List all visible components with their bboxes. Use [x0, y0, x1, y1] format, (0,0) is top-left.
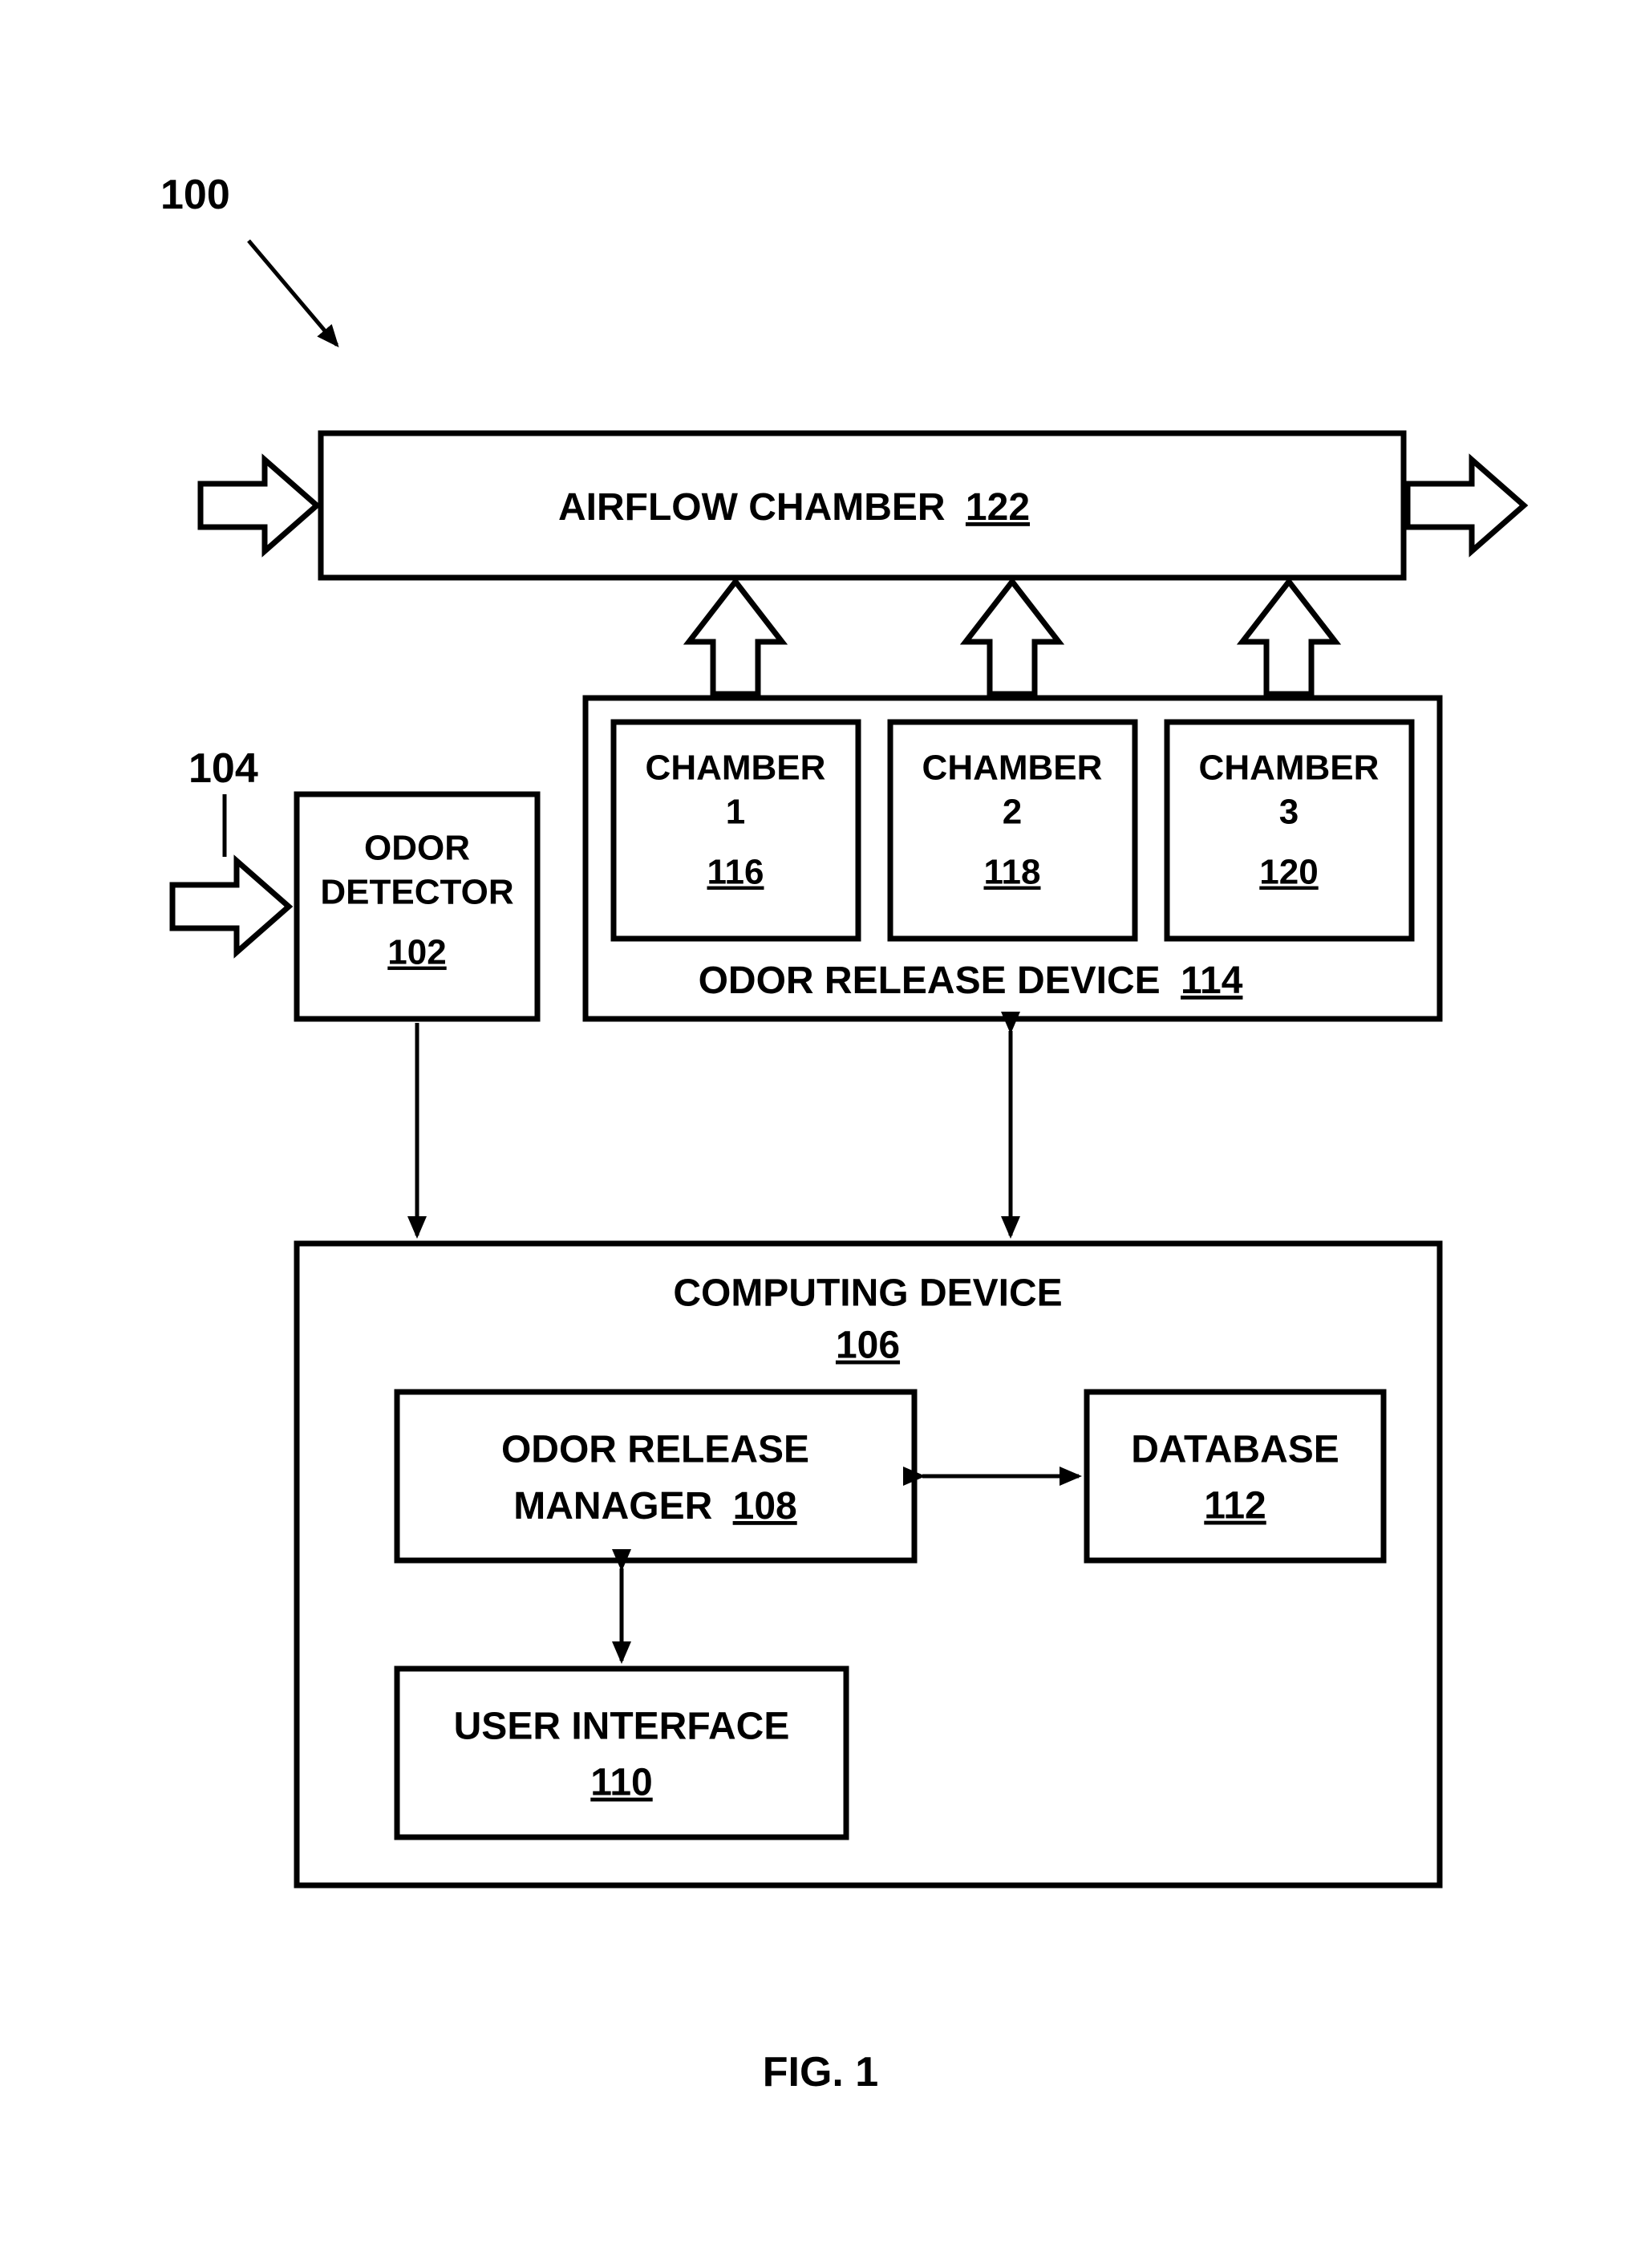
chamber-3: CHAMBER 3 120: [1167, 722, 1412, 939]
database: DATABASE 112: [1087, 1392, 1384, 1560]
chamber-1-num: 116: [707, 853, 764, 892]
odor-detector-in-arrow: [172, 861, 289, 952]
database-num: 112: [1204, 1485, 1266, 1528]
odor-detector-line2: DETECTOR: [320, 873, 513, 912]
ref-num-104: 104: [188, 745, 258, 792]
orm-line1: ODOR RELEASE: [501, 1429, 809, 1471]
airflow-chamber: AIRFLOW CHAMBER 122: [321, 433, 1404, 578]
odor-detector: ODOR DETECTOR 102: [297, 794, 537, 1019]
computing-device-num: 106: [836, 1325, 900, 1367]
user-interface: USER INTERFACE 110: [397, 1669, 846, 1837]
patent-block-diagram: 100 AIRFLOW CHAMBER 122 ODOR RELEASE DEV…: [0, 0, 1641, 2268]
svg-text:ODOR RELEASE DEVICE 114: ODOR RELEASE DEVICE 114: [699, 960, 1243, 1002]
odor-release-manager: ODOR RELEASE MANAGER 108: [397, 1392, 914, 1560]
database-label: DATABASE: [1131, 1429, 1339, 1471]
odor-release-device-num: 114: [1181, 960, 1243, 1002]
ui-label: USER INTERFACE: [454, 1706, 790, 1748]
odor-release-device: ODOR RELEASE DEVICE 114 CHAMBER 1 116 CH…: [585, 698, 1440, 1019]
chamber-1-word: CHAMBER: [646, 749, 826, 788]
chamber-3-word: CHAMBER: [1199, 749, 1380, 788]
computing-device-label: COMPUTING DEVICE: [673, 1272, 1062, 1315]
ui-num: 110: [590, 1762, 652, 1804]
chamber-3-idx: 3: [1279, 793, 1299, 832]
leader-100: [249, 241, 337, 345]
chamber-2-word: CHAMBER: [922, 749, 1103, 788]
ref-num-100: 100: [160, 172, 230, 218]
figure-caption: FIG. 1: [763, 2049, 878, 2096]
chamber-3-num: 120: [1259, 853, 1318, 892]
svg-text:AIRFLOW CHAMBER 122: AIRFLOW CHAMBER 122: [558, 486, 1030, 529]
airflow-chamber-num: 122: [966, 486, 1030, 529]
chamber-2-num: 118: [984, 853, 1041, 892]
odor-detector-line1: ODOR: [364, 829, 470, 868]
chamber-1-idx: 1: [726, 793, 745, 832]
chamber-1: CHAMBER 1 116: [614, 722, 858, 939]
airflow-out-arrow: [1408, 460, 1524, 551]
airflow-chamber-label: AIRFLOW CHAMBER: [558, 486, 946, 529]
chamber-up-arrows: [689, 582, 1335, 694]
airflow-in-arrow: [201, 460, 317, 551]
orm-line2-label: MANAGER: [513, 1485, 712, 1528]
computing-device: COMPUTING DEVICE 106 ODOR RELEASE MANAGE…: [297, 1244, 1440, 1885]
odor-release-device-label: ODOR RELEASE DEVICE: [699, 960, 1161, 1002]
chamber-2-idx: 2: [1003, 793, 1022, 832]
chamber-2: CHAMBER 2 118: [890, 722, 1135, 939]
orm-line2-num: 108: [733, 1485, 797, 1528]
odor-detector-num: 102: [387, 933, 446, 972]
svg-text:MANAGER 108: MANAGER 108: [513, 1485, 796, 1528]
